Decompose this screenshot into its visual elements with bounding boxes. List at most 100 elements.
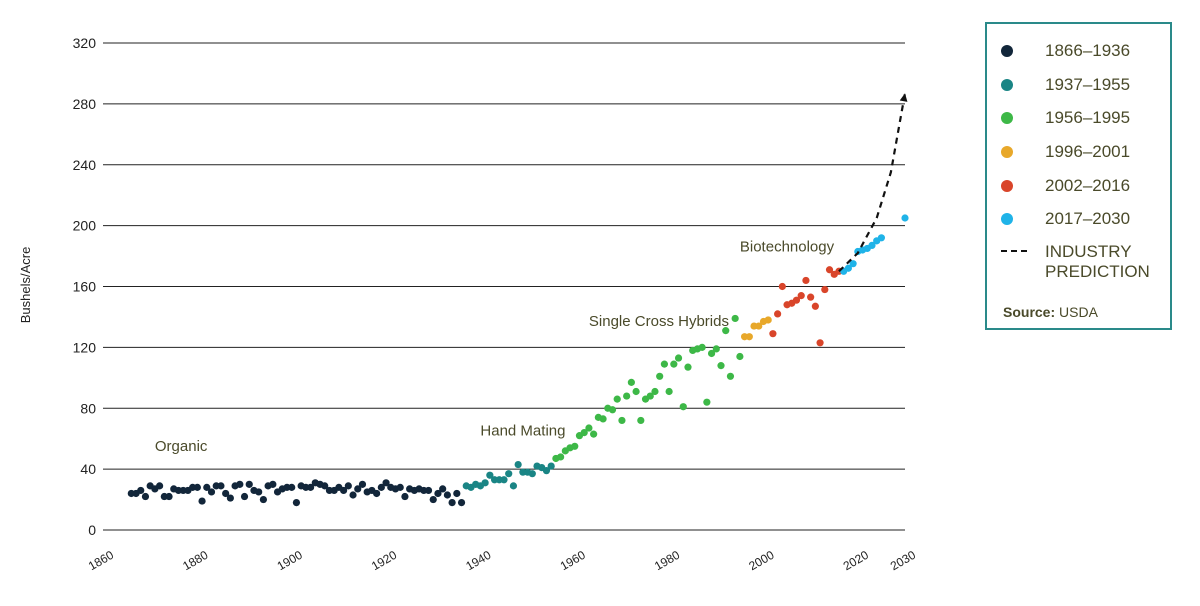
- y-tick-label: 280: [73, 96, 97, 112]
- data-point: [240, 492, 249, 501]
- annotation-label: Single Cross Hybrids: [589, 313, 729, 330]
- data-point: [792, 296, 801, 304]
- data-point: [849, 260, 857, 268]
- y-tick-label: 80: [80, 400, 96, 416]
- data-point: [203, 483, 211, 491]
- x-tick-label: 1880: [180, 548, 210, 574]
- data-point: [599, 415, 607, 423]
- legend-dot: [1001, 112, 1013, 124]
- data-point: [618, 416, 626, 425]
- data-point: [217, 482, 225, 490]
- data-point: [434, 489, 442, 498]
- y-tick-label: 160: [73, 279, 97, 295]
- legend-label: 1996–2001: [1045, 142, 1131, 161]
- data-point: [764, 316, 772, 324]
- data-point: [269, 480, 277, 488]
- legend-label: 1956–1995: [1045, 108, 1131, 127]
- data-point: [802, 276, 810, 285]
- data-point: [340, 486, 348, 495]
- data-point: [608, 406, 617, 414]
- data-point: [373, 489, 381, 498]
- x-tick-label: 1960: [558, 548, 588, 574]
- data-point: [613, 395, 621, 403]
- data-point: [821, 285, 829, 294]
- data-point: [137, 486, 145, 495]
- legend-entry-2002-2016: [1001, 175, 1013, 197]
- x-tick-label: 1940: [463, 548, 493, 574]
- data-point: [424, 486, 433, 495]
- y-tick-label: 0: [88, 522, 96, 538]
- data-point: [674, 354, 683, 362]
- y-tick-label: 40: [80, 461, 96, 477]
- annotations: Organic Hand Mating Single Cross Hybrids Bi…: [155, 238, 835, 454]
- annotation-label: Biotechnology: [740, 238, 835, 255]
- data-point: [453, 489, 461, 498]
- legend-label: 1937–1955: [1045, 75, 1131, 94]
- data-point: [198, 497, 206, 505]
- legend-entry-1956-1995: [1001, 107, 1013, 129]
- data-point: [731, 314, 739, 323]
- data-point: [542, 467, 551, 475]
- data-point: [349, 491, 357, 499]
- data-point: [207, 488, 216, 496]
- data-point: [528, 470, 536, 478]
- data-point: [557, 453, 565, 461]
- y-tick-label: 120: [73, 339, 97, 355]
- data-point: [816, 339, 824, 347]
- legend-entry-1866-1936: [1001, 40, 1013, 62]
- data-point: [429, 495, 437, 504]
- data-point: [141, 492, 150, 501]
- x-tick-label: 2030: [888, 548, 918, 574]
- data-point: [481, 479, 489, 487]
- data-point: [580, 429, 588, 437]
- legend-dot: [1001, 180, 1013, 192]
- data-point: [377, 483, 385, 491]
- data-point: [236, 480, 244, 488]
- data-point: [585, 424, 593, 432]
- data-point: [509, 482, 518, 490]
- data-point: [646, 392, 654, 400]
- data-point: [825, 266, 834, 274]
- source-value: USDA: [1059, 304, 1098, 320]
- data-point: [344, 482, 352, 490]
- x-tick-label: 1900: [275, 548, 305, 574]
- data-point: [222, 489, 230, 498]
- data-point: [193, 483, 201, 491]
- x-tick-labels: 1860 1880 1900 1920 1940 1960 1980 2000 2020 2030: [86, 548, 918, 574]
- legend-entry-1996-2001: [1001, 141, 1013, 163]
- data-point: [660, 360, 669, 368]
- data-point: [656, 372, 664, 380]
- x-tick-label: 1860: [86, 548, 116, 574]
- legend-label: INDUSTRY PREDICTION: [1045, 242, 1150, 281]
- data-point: [259, 495, 267, 504]
- x-tick-label: 1980: [652, 548, 682, 574]
- source-note: Source: USDA: [1003, 304, 1098, 320]
- data-point: [382, 479, 390, 487]
- data-point: [571, 442, 579, 450]
- data-point: [703, 398, 711, 406]
- y-tick-labels: 0 40 80 120 160 200 240 280 320: [73, 35, 97, 538]
- data-point: [590, 430, 598, 438]
- x-tick-label: 2000: [746, 548, 776, 574]
- data-point: [679, 403, 687, 411]
- data-series: [127, 93, 909, 507]
- annotation-label: Organic: [155, 438, 208, 455]
- legend-dot: [1001, 79, 1013, 91]
- x-tick-label: 2020: [841, 548, 871, 574]
- legend-entry-industry-prediction: [1001, 240, 1027, 262]
- data-point: [755, 322, 763, 330]
- data-point: [901, 214, 909, 222]
- data-point: [712, 345, 720, 353]
- data-point: [245, 480, 253, 488]
- data-point: [505, 470, 513, 478]
- data-point: [156, 482, 164, 490]
- data-point: [623, 392, 631, 400]
- data-point: [448, 499, 456, 507]
- y-tick-label: 240: [73, 157, 97, 173]
- legend-entry-2017-2030: [1001, 208, 1013, 230]
- x-tick-label: 1920: [369, 548, 399, 574]
- data-point: [358, 480, 367, 488]
- data-point: [736, 352, 744, 361]
- data-point: [778, 282, 786, 291]
- data-point: [514, 460, 522, 469]
